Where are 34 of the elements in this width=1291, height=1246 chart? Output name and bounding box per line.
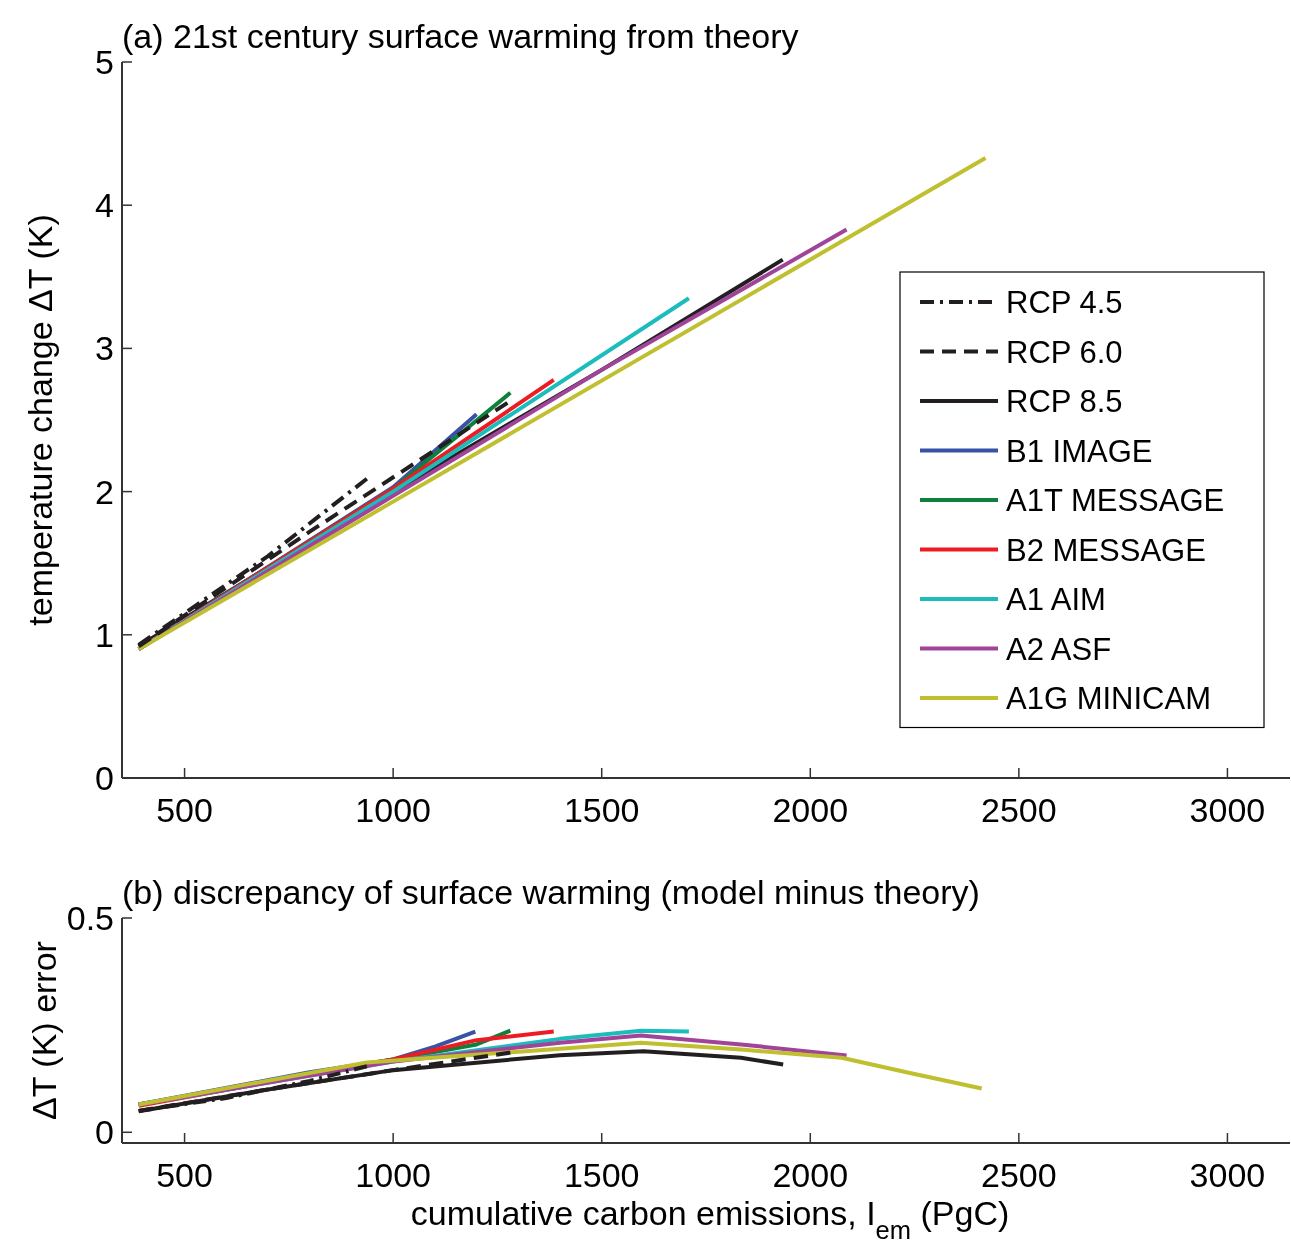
x-tick-label: 1000 (355, 791, 431, 829)
x-tick-label: 500 (156, 1156, 213, 1194)
chart-title: (b) discrepancy of surface warming (model minus theory) (122, 873, 980, 911)
y-tick-label: 2 (95, 472, 114, 511)
x-tick-label: 3000 (1189, 1156, 1266, 1194)
legend-label: B2 MESSAGE (1006, 532, 1206, 568)
x-tick-label: 1500 (563, 791, 640, 829)
y-tick-label: 0 (95, 1113, 114, 1152)
y-tick-label: 3 (95, 329, 114, 368)
legend-label: RCP 6.0 (1006, 334, 1123, 370)
x-tick-label: 2000 (772, 1156, 849, 1194)
y-tick-label: 5 (95, 43, 114, 81)
legend-label: RCP 4.5 (1006, 285, 1123, 320)
x-tick-label: 2000 (772, 791, 849, 829)
x-tick-label: 1000 (355, 1156, 431, 1194)
legend-label: RCP 8.5 (1006, 384, 1123, 419)
y-tick-label: 1 (95, 615, 114, 654)
y-axis-title: ΔT (K) error (25, 941, 63, 1120)
y-tick-label: 4 (95, 186, 114, 225)
x-tick-label: 2500 (981, 791, 1057, 829)
x-tick-label: 500 (156, 791, 213, 829)
legend-label: A2 ASF (1006, 631, 1112, 667)
chart-title: (a) 21st century surface warming from theory (122, 17, 799, 55)
legend-label: B1 IMAGE (1006, 433, 1153, 469)
x-axis-title: cumulative carbon emissions, I$_{em}$ (PgC) (410, 1194, 1010, 1244)
y-tick-label: 0 (95, 759, 114, 797)
x-tick-label: 3000 (1189, 791, 1266, 829)
x-tick-label: 2500 (981, 1156, 1057, 1194)
x-tick-label: 1500 (563, 1156, 640, 1194)
y-axis-title: temperature change ΔT (K) (21, 214, 59, 626)
legend-label: A1G MINICAM (1006, 681, 1211, 716)
y-tick-label: 0.5 (66, 899, 114, 937)
legend-label: A1 AIM (1006, 582, 1106, 617)
legend-label: A1T MESSAGE (1006, 483, 1225, 518)
